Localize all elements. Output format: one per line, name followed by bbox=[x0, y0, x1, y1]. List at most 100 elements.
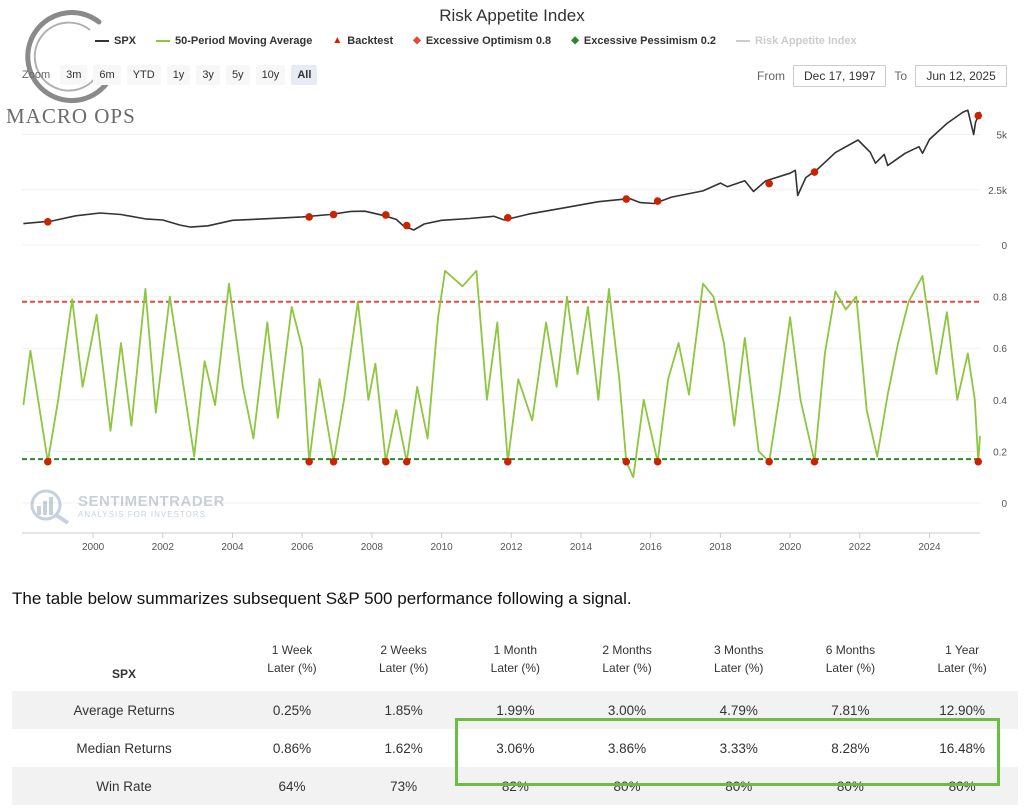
table-cell: 1.99% bbox=[459, 691, 572, 729]
range-button-3y[interactable]: 3y bbox=[196, 65, 220, 85]
table-cell: 12.90% bbox=[906, 691, 1018, 729]
column-header: 3 Months Later (%) bbox=[714, 642, 764, 675]
spx-panel-gridlines bbox=[22, 134, 980, 246]
legend-item[interactable]: SPX bbox=[95, 35, 136, 47]
x-tick-label: 2004 bbox=[221, 542, 244, 553]
backtest-marker bbox=[43, 217, 52, 226]
range-button-ytd[interactable]: YTD bbox=[126, 65, 161, 85]
diamond-marker-icon: ◆ bbox=[571, 35, 579, 46]
x-tick-label: 2002 bbox=[152, 542, 175, 553]
backtest-marker bbox=[974, 111, 983, 120]
magnifier-chart-icon bbox=[30, 489, 70, 524]
range-button-all[interactable]: All bbox=[291, 65, 318, 85]
series-line bbox=[22, 269, 981, 479]
x-tick-label: 2024 bbox=[918, 542, 941, 553]
backtest-marker bbox=[765, 457, 773, 466]
x-tick-label: 2006 bbox=[291, 542, 314, 553]
backtest-marker bbox=[382, 457, 390, 466]
x-tick-label: 2014 bbox=[570, 542, 593, 553]
table-cell: 80% bbox=[682, 767, 795, 805]
legend-label: Excessive Pessimism 0.2 bbox=[583, 35, 716, 47]
triangle-marker-icon: ▲ bbox=[332, 35, 343, 46]
backtest-marker bbox=[765, 179, 773, 188]
y-axis: 0 2.5k 5k 0 0.2 0.4 0.6 0.8 bbox=[988, 131, 1008, 510]
line-swatch-icon bbox=[95, 40, 109, 42]
table-summary-text: The table below summarizes subsequent S&… bbox=[12, 589, 632, 608]
range-selector: Zoom 3m 6m YTD 1y 3y 5y 10y All bbox=[22, 65, 318, 85]
table-cell: Average Returns bbox=[12, 691, 237, 729]
x-tick-label: 2018 bbox=[709, 542, 732, 553]
backtest-marker bbox=[503, 214, 512, 222]
table-cell: 82% bbox=[459, 767, 572, 805]
table-cell: 73% bbox=[347, 767, 460, 805]
y-tick-label: 0.4 bbox=[993, 396, 1007, 407]
x-tick-label: 2010 bbox=[430, 542, 453, 553]
macro-ops-logo bbox=[4, 0, 134, 130]
table-cell: 80% bbox=[794, 767, 907, 805]
table-cell: 3.06% bbox=[496, 740, 535, 756]
x-tick-label: 2012 bbox=[500, 542, 523, 553]
x-tick-label: 2022 bbox=[849, 542, 872, 553]
y-tick-label: 0.8 bbox=[993, 293, 1007, 304]
column-header: 1 Month Later (%) bbox=[490, 642, 541, 675]
line-swatch-icon bbox=[156, 40, 171, 42]
backtest-marker bbox=[329, 457, 338, 466]
table-cell: 16.48% bbox=[939, 740, 986, 756]
watermark-name: SENTIMENTRADER bbox=[78, 493, 226, 510]
risk-appetite-chart: 2000 2002 2004 2006 2008 2010 2012 2014 2016 2018… bbox=[22, 109, 1008, 553]
diamond-marker-icon: ◆ bbox=[413, 35, 421, 46]
backtest-marker bbox=[653, 457, 662, 466]
backtest-marker bbox=[329, 210, 338, 219]
date-range: From Dec 17, 1997 To Jun 12, 2025 bbox=[757, 65, 1008, 87]
table-cell: Win Rate bbox=[12, 767, 237, 805]
x-tick-label: 2016 bbox=[640, 542, 663, 553]
y-tick-label: 0.2 bbox=[993, 447, 1007, 458]
table-cell: 0.25% bbox=[236, 691, 348, 729]
column-header: 1 Week Later (%) bbox=[267, 642, 317, 675]
table-cell: 7.81% bbox=[794, 691, 907, 729]
range-button-10y[interactable]: 10y bbox=[255, 65, 286, 85]
range-button-5y[interactable]: 5y bbox=[225, 65, 250, 85]
table-cell: 0.86% bbox=[272, 740, 312, 756]
table-cell: Median Returns bbox=[76, 740, 172, 756]
legend-item[interactable]: ◆ Excessive Optimism 0.8 bbox=[413, 35, 551, 47]
from-label: From bbox=[757, 69, 785, 83]
legend-item[interactable]: Risk Appetite Index bbox=[736, 35, 857, 47]
table-cell: 3.86% bbox=[607, 740, 647, 756]
series-line bbox=[23, 109, 981, 231]
legend-label: Risk Appetite Index bbox=[755, 35, 857, 47]
legend-label: SPX bbox=[114, 35, 137, 47]
backtest-marker bbox=[622, 457, 631, 466]
to-date-input[interactable]: Jun 12, 2025 bbox=[915, 65, 1008, 87]
backtest-marker bbox=[653, 197, 662, 205]
column-header: 1 Year Later (%) bbox=[937, 642, 987, 675]
backtest-markers bbox=[43, 111, 983, 466]
legend-item[interactable]: 50-Period Moving Average bbox=[156, 35, 312, 47]
watermark-tagline: ANALYSIS FOR INVESTORS bbox=[78, 510, 206, 519]
backtest-marker bbox=[622, 195, 631, 203]
legend-label: Excessive Optimism 0.8 bbox=[425, 35, 552, 47]
column-header: 6 Months Later (%) bbox=[825, 642, 876, 675]
table-cell: 1.62% bbox=[384, 740, 423, 756]
backtest-marker bbox=[402, 457, 411, 466]
range-button-6m[interactable]: 6m bbox=[93, 65, 121, 85]
range-button-1y[interactable]: 1y bbox=[166, 65, 191, 85]
backtest-marker bbox=[305, 457, 313, 466]
backtest-marker bbox=[305, 213, 313, 221]
chart-title: Risk Appetite Index bbox=[439, 6, 585, 25]
legend-label: Backtest bbox=[347, 35, 394, 47]
y-tick-label: 5k bbox=[996, 131, 1008, 142]
legend-item[interactable]: ◆ Excessive Pessimism 0.2 bbox=[571, 35, 716, 47]
legend-item[interactable]: ▲ Backtest bbox=[332, 35, 393, 47]
range-button-3m[interactable]: 3m bbox=[60, 65, 88, 85]
line-swatch-icon bbox=[736, 40, 750, 42]
column-header: SPX bbox=[112, 667, 137, 681]
backtest-marker bbox=[974, 457, 983, 466]
legend-label: 50-Period Moving Average bbox=[175, 35, 313, 47]
table-cell: 3.33% bbox=[719, 740, 758, 756]
backtest-marker bbox=[43, 457, 52, 466]
y-tick-label: 0 bbox=[1001, 241, 1007, 252]
from-date-input[interactable]: Dec 17, 1997 bbox=[793, 65, 887, 87]
x-tick-label: 2008 bbox=[361, 542, 384, 553]
table-row: Median Returns 0.86% 1.62% 3.06% 3.86% 3.33% 8… bbox=[12, 729, 1018, 767]
